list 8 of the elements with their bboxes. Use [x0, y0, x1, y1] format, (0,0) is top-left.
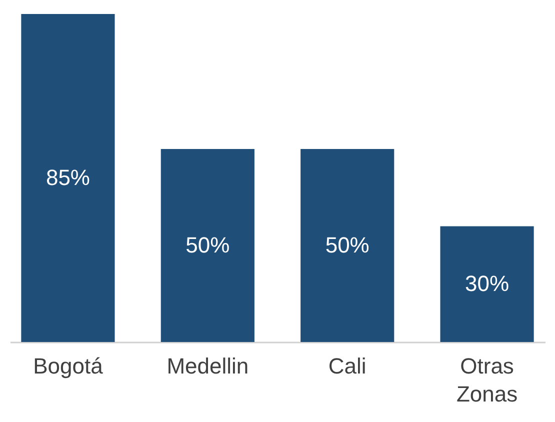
x-tick-label: Cali	[328, 354, 366, 378]
x-tick-label: Otras Zonas	[456, 354, 518, 406]
data-label: 30%	[465, 271, 510, 296]
x-tick-label: Medellin	[166, 354, 249, 378]
data-label: 85%	[46, 165, 90, 190]
data-label: 50%	[325, 232, 370, 258]
x-tick-label: Bogotá	[33, 354, 104, 378]
data-label: 50%	[186, 232, 230, 258]
